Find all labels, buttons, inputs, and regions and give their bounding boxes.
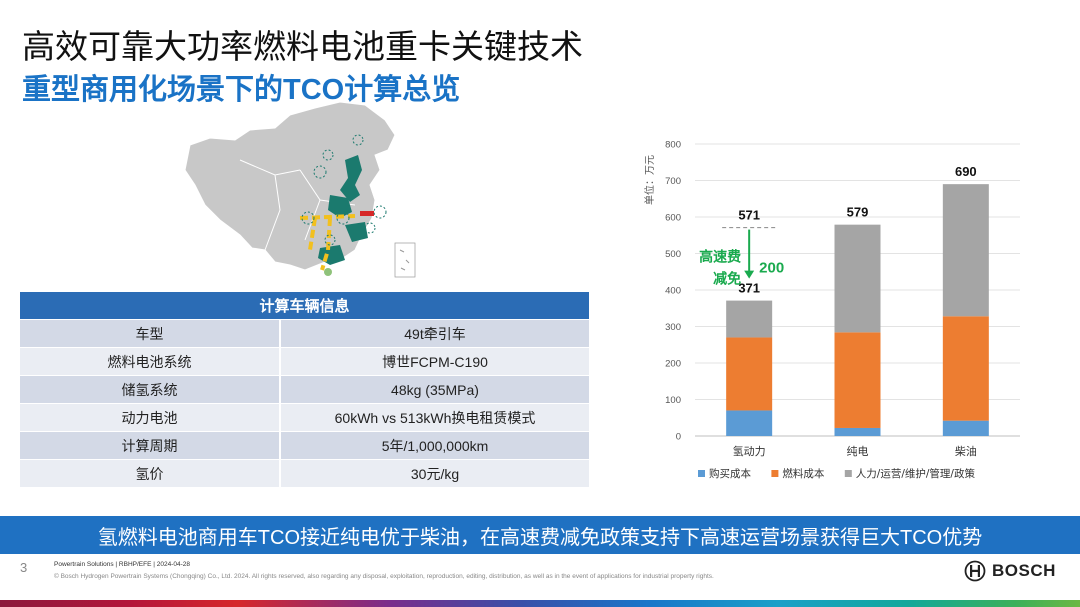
table-cell-value: 5年/1,000,000km [281, 432, 589, 459]
tco-stacked-bar-chart: 0 100 200 300 400 500 600 700 800 单位：万元 371 氢动力 579 纯… [643, 140, 1020, 480]
china-map-route-marker [360, 211, 374, 216]
footer-info: Powertrain Solutions | RBHP/EFE | 2024-0… [54, 561, 190, 568]
bar-total-label: 690 [955, 164, 977, 179]
table-row: 氢价 30元/kg [20, 460, 589, 487]
y-tick-label: 0 [676, 432, 681, 443]
y-axis-label: 单位：万元 [643, 155, 656, 205]
bar-segment [834, 427, 881, 436]
toll-relief-label-line2: 减免 [713, 271, 741, 288]
bar-segment [726, 410, 773, 436]
table-row: 动力电池 60kWh vs 513kWh换电租赁模式 [20, 404, 589, 431]
bar-total-label: 371 [738, 281, 760, 296]
vehicle-info-table-header: 计算车辆信息 [20, 292, 589, 319]
table-cell-label: 动力电池 [20, 404, 279, 431]
y-tick-label: 200 [665, 359, 681, 370]
y-tick-label: 300 [665, 322, 681, 333]
table-cell-value: 48kg (35MPa) [281, 376, 589, 403]
y-tick-label: 600 [665, 213, 681, 224]
south-china-sea-inset [394, 242, 416, 278]
toll-relief-label-line1: 高速费 [699, 249, 741, 266]
bosch-logo: BOSCH [964, 560, 1056, 582]
table-cell-label: 车型 [20, 320, 279, 347]
bar-total-label: 579 [847, 205, 869, 220]
legend-swatch [844, 470, 852, 477]
table-row: 计算周期 5年/1,000,000km [20, 432, 589, 459]
table-row: 燃料电池系统 博世FCPM-C190 [20, 348, 589, 375]
china-map-highlight-north [340, 155, 362, 202]
table-cell-value: 30元/kg [281, 460, 589, 487]
y-tick-label: 700 [665, 176, 681, 187]
south-china-sea-islands [399, 249, 410, 271]
table-cell-label: 氢价 [20, 460, 279, 487]
vehicle-info-table: 计算车辆信息 车型 49t牵引车 燃料电池系统 博世FCPM-C190 储氢系统… [20, 292, 589, 487]
table-cell-value: 49t牵引车 [281, 320, 589, 347]
x-tick-label: 纯电 [847, 445, 869, 458]
china-map-route-line [299, 214, 356, 271]
china-map-city-circles [301, 134, 387, 246]
y-tick-label: 100 [665, 395, 681, 406]
bar-segment [834, 332, 881, 428]
china-map [184, 101, 416, 278]
y-tick-label: 800 [665, 140, 681, 151]
legend-entry: 人力/运营/维护/管理/政策 [856, 467, 976, 480]
table-cell-label: 计算周期 [20, 432, 279, 459]
bosch-logo-text: BOSCH [992, 561, 1056, 580]
table-row: 车型 49t牵引车 [20, 320, 589, 347]
y-tick-label: 400 [665, 286, 681, 297]
table-cell-value: 博世FCPM-C190 [281, 348, 589, 375]
hainan-island [324, 268, 332, 276]
table-cell-label: 储氢系统 [20, 376, 279, 403]
bar-segment [726, 337, 773, 411]
table-cell-value: 60kWh vs 513kWh换电租赁模式 [281, 404, 589, 431]
page-subtitle: 重型商用化场景下的TCO计算总览 [22, 74, 461, 106]
legend-swatch [698, 470, 705, 477]
footer-copyright: © Bosch Hydrogen Powertrain Systems (Cho… [54, 573, 714, 580]
bar-segment [942, 316, 989, 421]
bar-segment [726, 300, 773, 338]
legend-swatch [771, 470, 779, 477]
page-title: 高效可靠大功率燃料电池重卡关键技术 [22, 28, 583, 65]
china-map-highlight-central [328, 195, 352, 218]
x-tick-label: 柴油 [955, 444, 977, 458]
conclusion-banner: 氢燃料电池商用车TCO接近纯电优于柴油，在高速费减免政策支持下高速运营场景获得巨… [0, 516, 1080, 554]
bar-segment [942, 420, 989, 436]
china-map-province-lines [239, 159, 356, 251]
china-map-highlight-east [345, 222, 368, 242]
toll-relief-arrow-head [744, 270, 755, 279]
bar-segment [942, 184, 989, 317]
bar-segment [834, 224, 881, 333]
bosch-armature-icon [964, 560, 986, 582]
brand-color-stripe [0, 600, 1080, 607]
legend-entry: 购买成本 [709, 467, 751, 480]
table-row: 储氢系统 48kg (35MPa) [20, 376, 589, 403]
pre-relief-total-label: 571 [738, 208, 760, 223]
page-number: 3 [20, 560, 28, 575]
toll-relief-value: 200 [759, 260, 784, 277]
legend-entry: 燃料成本 [782, 467, 824, 480]
china-map-landmass [184, 101, 396, 271]
y-tick-label: 500 [665, 249, 681, 260]
table-cell-label: 燃料电池系统 [20, 348, 279, 375]
x-tick-label: 氢动力 [733, 444, 766, 458]
